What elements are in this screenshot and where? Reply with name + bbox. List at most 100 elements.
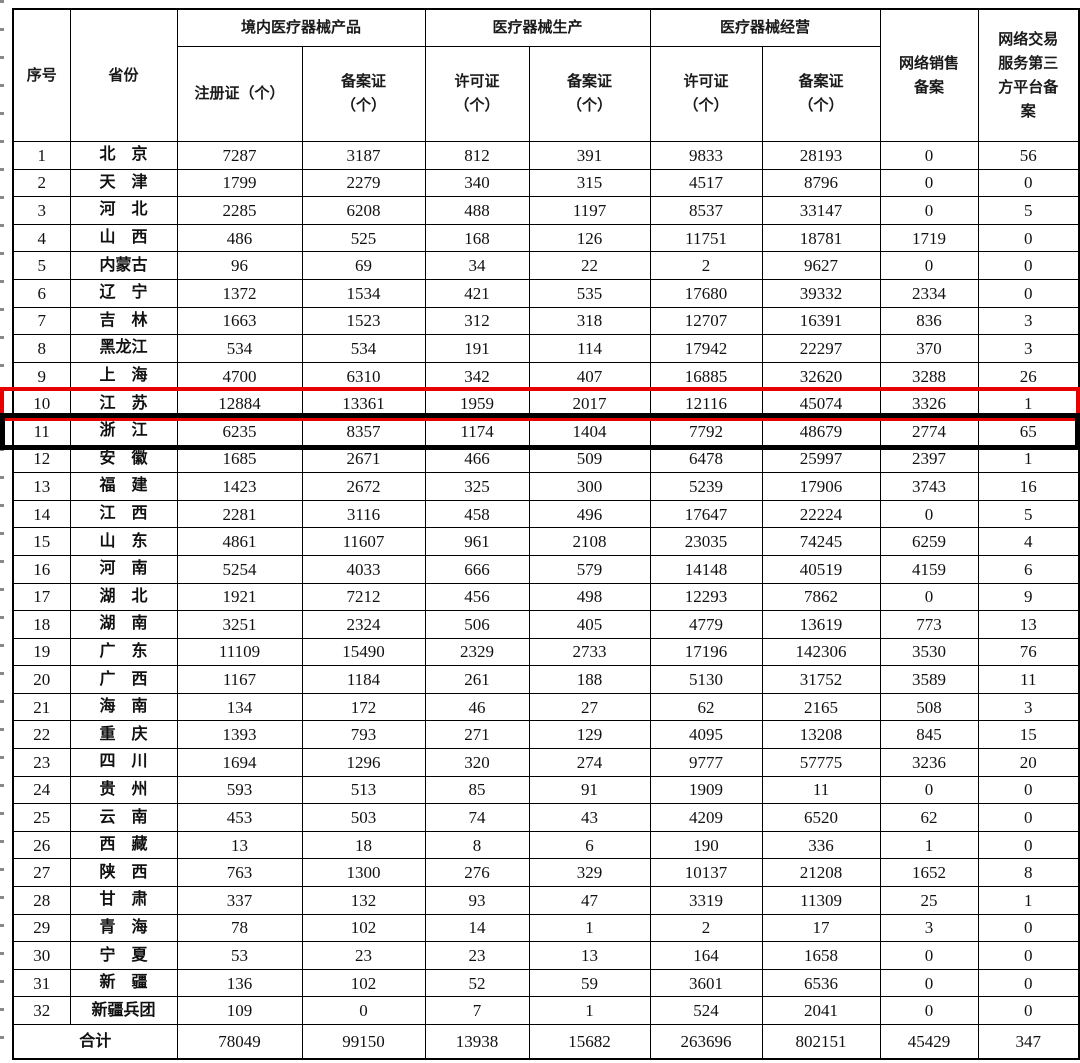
cell-value: 164 (649, 941, 763, 970)
cell-value: 0 (879, 141, 979, 170)
cell-value: 23 (424, 941, 530, 970)
total-value: 347 (977, 1024, 1080, 1060)
cell-value: 3589 (879, 665, 979, 694)
cell-province: 四 川 (69, 748, 178, 777)
cell-index: 13 (12, 472, 71, 501)
cell-value: 39332 (761, 278, 881, 308)
table-row: 11 浙 江 6235 8357 1174 1404 7792 48679 2774 65 (12, 416, 1080, 446)
cell-value: 191 (424, 334, 530, 363)
cell-value: 13 (977, 610, 1080, 639)
cell-value: 16391 (761, 306, 881, 336)
cell-value: 337 (176, 886, 303, 915)
cell-value: 4779 (649, 610, 763, 639)
total-label: 合计 (12, 1024, 178, 1060)
cell-value: 9627 (761, 251, 881, 280)
cell-index: 30 (12, 941, 71, 970)
cell-value: 1423 (176, 472, 303, 501)
cell-value: 2165 (761, 692, 881, 722)
table-row: 31 新 疆 136 102 52 59 3601 6536 0 0 (12, 968, 1080, 998)
cell-index: 15 (12, 527, 71, 556)
cell-value: 43 (528, 803, 651, 832)
cell-value: 812 (424, 141, 530, 170)
cell-value: 845 (879, 720, 979, 750)
cell-value: 407 (528, 361, 651, 391)
cell-index: 12 (12, 444, 71, 474)
cell-index: 29 (12, 913, 71, 943)
cell-value: 486 (176, 223, 303, 253)
cell-value: 27 (528, 692, 651, 722)
total-value: 263696 (649, 1024, 763, 1060)
cell-value: 4 (977, 527, 1080, 556)
cell-value: 52 (424, 968, 530, 998)
cell-value: 453 (176, 803, 303, 832)
cell-value: 14 (424, 913, 530, 943)
cell-value: 0 (977, 168, 1080, 198)
scan-edge-artifact (0, 0, 4, 1063)
cell-value: 32620 (761, 361, 881, 391)
cell-value: 4861 (176, 527, 303, 556)
cell-index: 21 (12, 692, 71, 722)
table-row: 19 广 东 11109 15490 2329 2733 17196 142306 3530 76 (12, 637, 1080, 667)
cell-value: 2279 (301, 168, 426, 198)
cell-province: 广 西 (69, 665, 178, 694)
col-header-production-filing-cert: 备案证 （个） (528, 46, 651, 142)
cell-value: 3530 (879, 637, 979, 667)
cell-value: 2017 (528, 389, 651, 418)
cell-value: 11 (761, 775, 881, 805)
cell-value: 4517 (649, 168, 763, 198)
cell-value: 793 (301, 720, 426, 750)
cell-value: 3 (977, 306, 1080, 336)
cell-province: 辽 宁 (69, 278, 178, 308)
cell-value: 325 (424, 472, 530, 501)
cell-province: 青 海 (69, 913, 178, 943)
cell-value: 1 (977, 389, 1080, 418)
cell-value: 2324 (301, 610, 426, 639)
table-row: 21 海 南 134 172 46 27 62 2165 508 3 (12, 692, 1080, 722)
cell-value: 456 (424, 582, 530, 612)
cell-value: 85 (424, 775, 530, 805)
cell-value: 4033 (301, 554, 426, 584)
cell-value: 9833 (649, 141, 763, 170)
cell-value: 312 (424, 306, 530, 336)
cell-value: 513 (301, 775, 426, 805)
cell-value: 836 (879, 306, 979, 336)
cell-value: 76 (977, 637, 1080, 667)
total-value: 78049 (176, 1024, 303, 1060)
cell-value: 6310 (301, 361, 426, 391)
cell-province: 海 南 (69, 692, 178, 722)
cell-value: 11109 (176, 637, 303, 667)
cell-value: 1694 (176, 748, 303, 777)
cell-value: 93 (424, 886, 530, 915)
cell-value: 48679 (761, 416, 881, 446)
cell-value: 23035 (649, 527, 763, 556)
cell-value: 1393 (176, 720, 303, 750)
col-header-operation-filing-cert: 备案证 （个） (761, 46, 881, 142)
cell-index: 23 (12, 748, 71, 777)
cell-province: 湖 南 (69, 610, 178, 639)
cell-value: 1372 (176, 278, 303, 308)
cell-value: 168 (424, 223, 530, 253)
cell-value: 7792 (649, 416, 763, 446)
cell-value: 69 (301, 251, 426, 280)
cell-value: 12707 (649, 306, 763, 336)
cell-province: 甘 肃 (69, 886, 178, 915)
cell-value: 0 (977, 775, 1080, 805)
table-row: 32 新疆兵团 109 0 7 1 524 2041 0 0 (12, 996, 1080, 1025)
cell-value: 25997 (761, 444, 881, 474)
cell-value: 142306 (761, 637, 881, 667)
cell-value: 0 (879, 582, 979, 612)
cell-value: 0 (301, 996, 426, 1025)
col-header-production-license: 许可证 （个） (424, 46, 530, 142)
col-header-index: 序号 (12, 8, 71, 142)
table-row: 26 西 藏 13 18 8 6 190 336 1 0 (12, 830, 1080, 860)
cell-province: 云 南 (69, 803, 178, 832)
col-header-registration-cert: 注册证（个） (176, 46, 303, 142)
cell-value: 6208 (301, 196, 426, 225)
cell-value: 15 (977, 720, 1080, 750)
cell-value: 0 (879, 168, 979, 198)
cell-value: 488 (424, 196, 530, 225)
cell-value: 31752 (761, 665, 881, 694)
cell-value: 0 (977, 803, 1080, 832)
cell-index: 20 (12, 665, 71, 694)
